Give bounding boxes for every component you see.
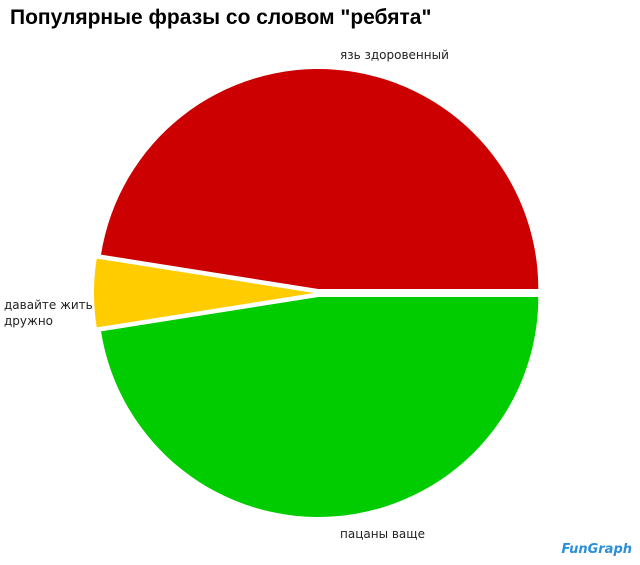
- slice-label: пацаны ваще: [340, 527, 425, 541]
- pie-slice: [101, 69, 539, 290]
- pie-slice: [94, 258, 315, 328]
- slice-label: язь здоровенный: [340, 48, 449, 62]
- chart-title: Популярные фразы со словом "ребята": [10, 6, 432, 29]
- pie-slice: [101, 296, 539, 517]
- slice-label: давайте жить дружно: [4, 298, 93, 328]
- logo: FunGraph: [561, 542, 632, 557]
